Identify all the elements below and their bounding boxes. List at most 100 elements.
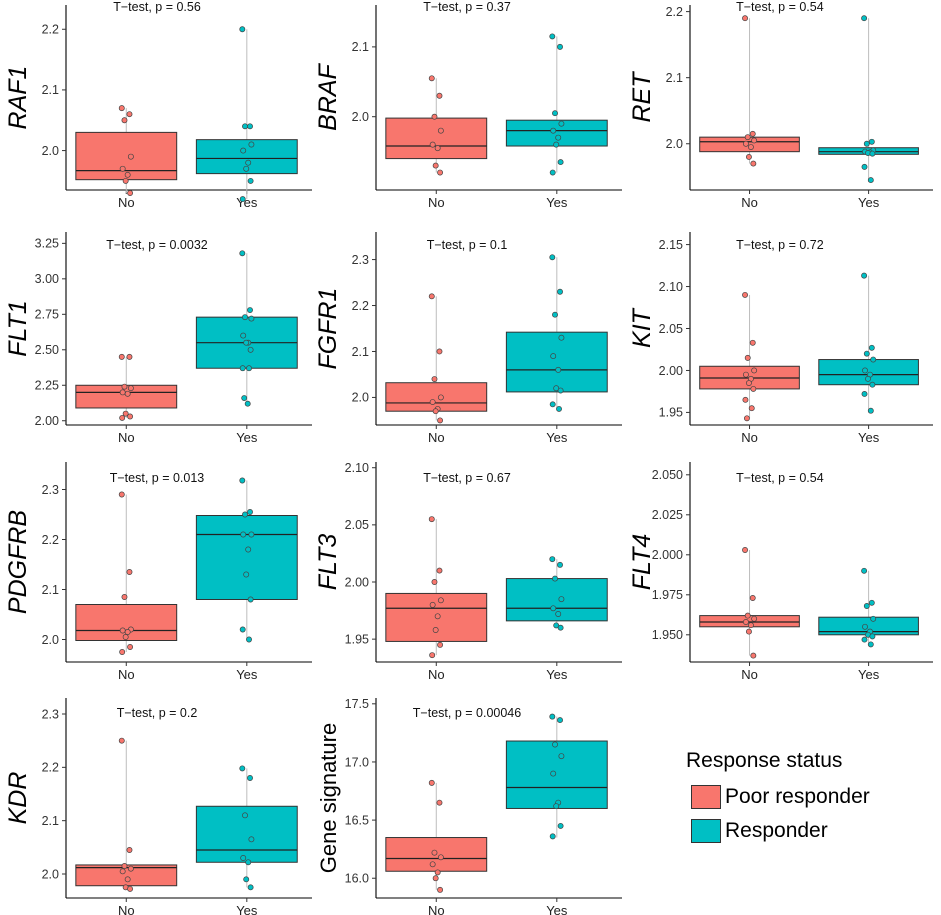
y-tick-label: 3.00 [35,272,59,286]
data-point [247,177,254,184]
data-point [437,169,444,176]
data-point [557,822,564,829]
y-axis-label: RAF1 [4,66,32,130]
y-axis-label: FLT1 [4,300,32,357]
data-point [248,141,255,148]
data-point [246,365,252,372]
x-category-label: No [741,430,758,445]
data-point [862,367,868,374]
data-point [437,597,444,604]
data-point [121,117,128,124]
panel-braf: 2.0 2.1 BRAF T−test, p = 0.37 No Yes [314,0,622,210]
x-category-label: Yes [236,430,258,445]
data-point [243,571,250,578]
box-yes [505,331,608,393]
data-point [242,511,248,518]
data-point [557,717,563,724]
data-point [437,127,444,134]
data-point [127,644,134,650]
data-point [239,365,246,372]
data-point [550,127,557,134]
data-point [744,134,751,141]
group-no: No [75,737,178,915]
data-point [242,123,248,130]
data-point [742,291,748,298]
y-tick-label: 2.3 [42,707,59,721]
data-point [557,288,563,295]
data-point [127,413,134,420]
data-point [436,92,443,99]
data-point [868,599,875,606]
x-category-label: No [741,195,758,210]
x-category-label: Yes [858,430,880,445]
data-point [428,779,435,786]
data-point [870,615,877,622]
box-yes [195,139,298,175]
data-point [242,812,248,819]
data-point [557,387,564,394]
data-point [742,371,749,378]
data-point [124,390,131,397]
data-point [553,803,560,810]
group-yes: Yes [195,477,298,682]
y-tick-label: 2.05 [345,518,369,532]
legend-item-responder: Responder [686,814,926,848]
data-point [867,407,874,414]
y-tick-label: 2.1 [42,814,59,828]
data-point [742,547,748,553]
group-no: No [75,353,178,445]
data-point [557,43,563,50]
x-category-label: No [428,195,445,210]
panel-title: T−test, p = 0.00046 [413,706,521,720]
data-point [557,561,563,568]
data-point [429,141,436,148]
data-point [745,628,752,635]
y-axis-label: KDR [4,772,32,825]
data-point [747,144,754,151]
group-yes: Yes [818,15,919,210]
group-no: No [385,293,488,445]
legend: Response status Poor responder Responder [686,748,926,848]
data-point [750,160,757,167]
data-point [432,162,439,169]
data-point [556,405,562,412]
y-tick-label: 2.50 [35,343,59,357]
panel-kdr: 2.0 2.1 2.2 2.3 KDR T−test, p = 0.2 No Yes [4,698,312,915]
data-point [742,396,749,403]
data-point [549,33,556,40]
y-tick-label: 2.1 [666,71,683,85]
data-point [240,332,247,339]
y-tick-label: 2.0 [42,144,59,158]
x-category-label: Yes [236,903,258,915]
data-point [749,595,756,601]
panel-title: T−test, p = 0.37 [423,0,511,14]
y-tick-label: 2.25 [35,379,59,393]
data-point [248,836,255,843]
group-no: No [385,516,488,682]
data-point [127,190,134,196]
data-point [245,546,252,553]
panel-title: T−test, p = 0.1 [427,238,508,252]
data-point [428,75,435,82]
data-point [127,153,134,160]
y-tick-label: 2.1 [352,40,369,54]
data-point [239,477,246,484]
data-point [558,596,565,603]
data-point [742,15,748,22]
data-point [549,833,556,840]
group-yes: Yes [505,713,608,915]
data-point [429,601,436,608]
y-tick-label: 2.00 [659,364,683,378]
y-tick-label: 2.2 [352,299,369,313]
data-point [436,348,443,355]
data-point [868,138,875,145]
data-point [247,509,253,515]
data-point [863,350,870,357]
box-yes [195,515,298,600]
data-point [239,765,246,772]
data-point [428,293,435,300]
data-point [122,634,129,640]
data-point [247,596,254,603]
data-point [119,414,126,421]
y-tick-label: 17.0 [345,755,369,769]
